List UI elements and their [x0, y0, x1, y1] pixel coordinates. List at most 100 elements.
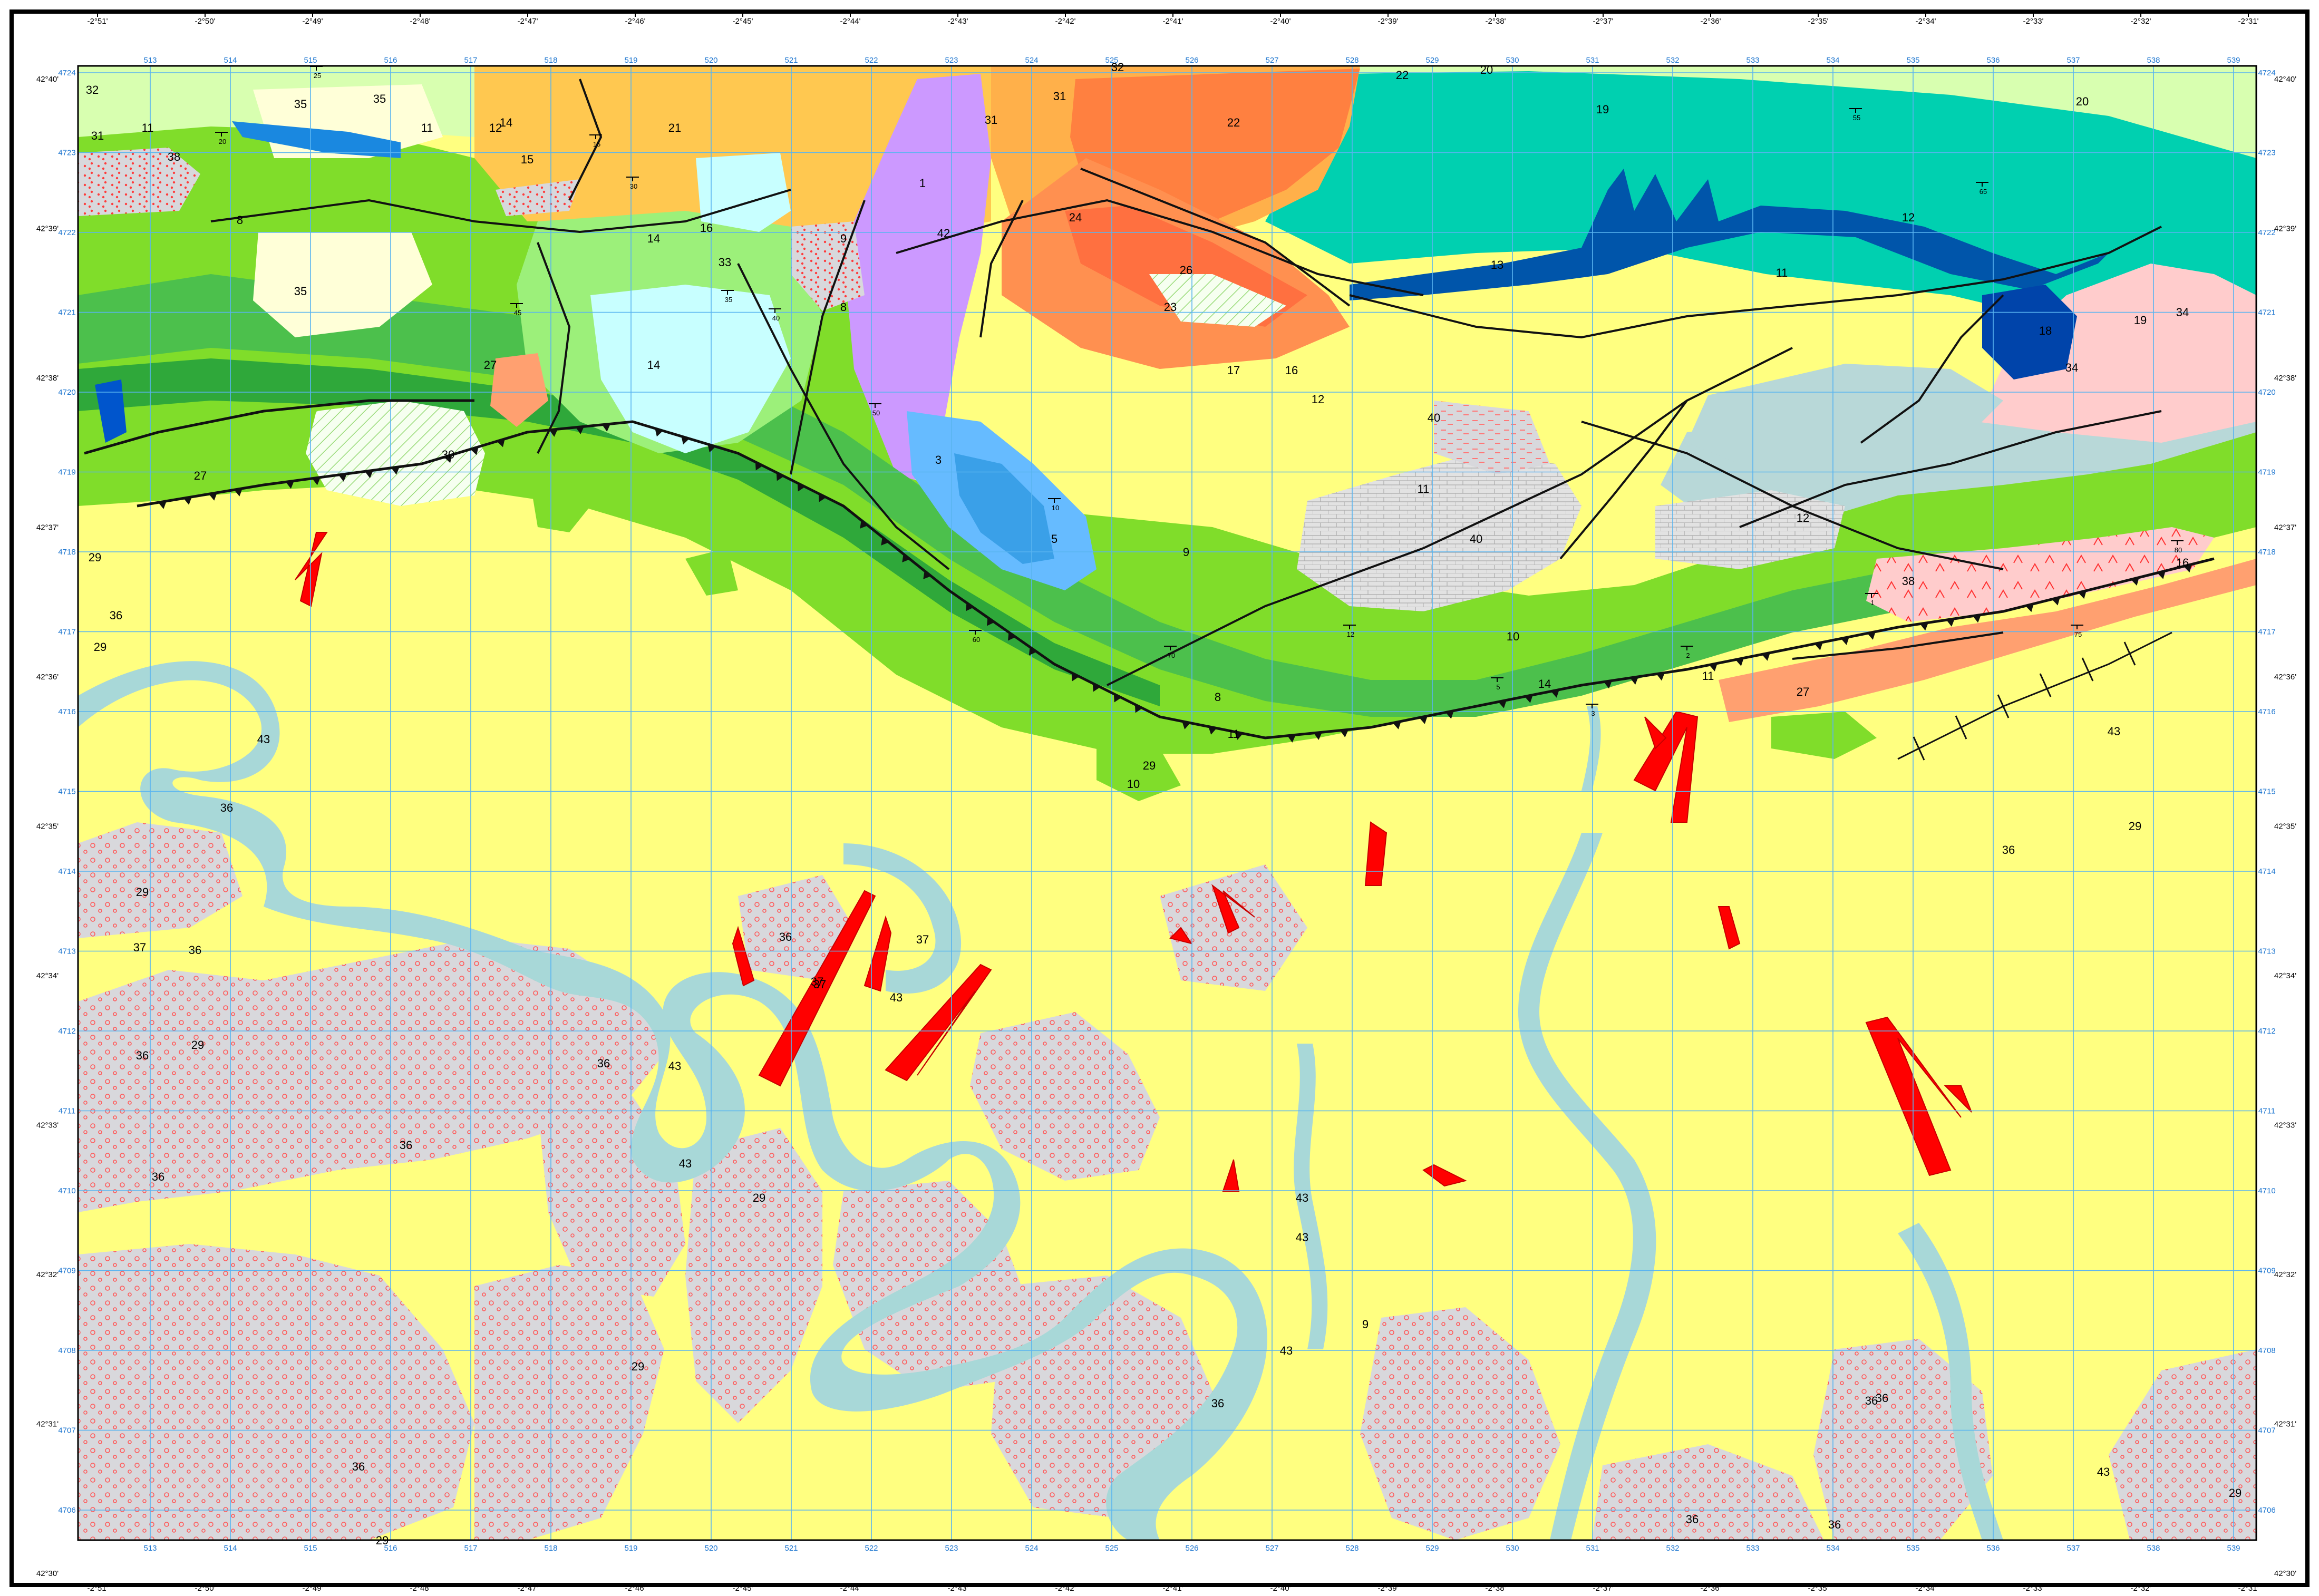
utm-northing-label-right: 4721 — [2258, 308, 2275, 317]
utm-northing-label-left: 4707 — [58, 1426, 75, 1435]
unit-label: 31 — [985, 113, 997, 126]
unit-label: 29 — [89, 551, 101, 564]
utm-easting-label-bottom: 516 — [384, 1544, 397, 1553]
utm-northing-label-left: 4716 — [58, 707, 75, 716]
strike-dip-symbol — [1164, 646, 1177, 650]
unit-label: 36 — [1828, 1518, 1841, 1531]
latitude-tick-right: 42°36' — [2274, 673, 2296, 682]
latitude-tick-left: 42°38' — [36, 374, 59, 383]
unit-label: 29 — [1143, 759, 1156, 772]
latitude-tick-right: 42°30' — [2274, 1569, 2296, 1578]
utm-northing-label-left: 4710 — [58, 1186, 75, 1195]
strike-dip-symbol — [1865, 593, 1878, 598]
strike-dip-symbol — [969, 630, 982, 635]
unit-10-bricks-3 — [1655, 490, 1845, 569]
unit-label: 36 — [220, 801, 233, 814]
unit-label: 43 — [668, 1059, 681, 1073]
unit-label: 36 — [2002, 843, 2015, 857]
unit-label: 18 — [2039, 324, 2052, 337]
unit-label: 8 — [1215, 690, 1221, 704]
unit-label: 12 — [1797, 511, 1809, 524]
unit-label: 9 — [840, 232, 847, 245]
unit-label: 27 — [1797, 685, 1809, 698]
unit-label: 10 — [1127, 777, 1140, 791]
unit-label: 16 — [700, 221, 713, 235]
utm-northing-label-right: 4716 — [2258, 707, 2275, 716]
utm-easting-label-bottom: 518 — [544, 1544, 557, 1553]
longitude-ticks-top: -2°51' -2°50' -2°49' -2°48' -2°47' -2°46' -2°4… — [88, 12, 2259, 65]
thrust-tooth — [1815, 642, 1823, 650]
longitude-tick-bottom: -2°33' — [2023, 1584, 2044, 1593]
utm-easting-label-top: 528 — [1345, 56, 1359, 65]
utm-grid — [78, 66, 2256, 1540]
unit-14-cyan-2 — [696, 153, 791, 232]
unit-27-salmon-right — [1719, 559, 2256, 722]
utm-northing-label-left: 4722 — [58, 228, 75, 237]
latitude-tick-right: 42°32' — [2274, 1270, 2296, 1279]
longitude-tick-top: -2°33' — [2023, 17, 2044, 26]
thrust-tooth — [965, 602, 974, 611]
terrace-36-m — [2109, 1349, 2256, 1540]
utm-easting-label-bottom: 531 — [1586, 1544, 1599, 1553]
utm-northing-label-left: 4723 — [58, 149, 75, 158]
utm-northing-label-left: 4708 — [58, 1346, 75, 1355]
utm-northing-label-right: 4706 — [2258, 1506, 2275, 1515]
thrust-tooth — [1314, 732, 1322, 740]
utm-northing-label-left: 4714 — [58, 867, 75, 876]
longitude-tick-top: -2°43' — [948, 17, 968, 26]
thrust-tooth — [286, 481, 294, 489]
fan-a — [295, 532, 328, 607]
dip-value: 70 — [1168, 651, 1175, 659]
thrust-tooth — [497, 439, 505, 447]
unit-caret-pink — [1866, 527, 2214, 622]
longitude-tick-top: -2°46' — [625, 17, 646, 26]
utm-northing-label-left: 4718 — [58, 548, 75, 557]
utm-easting-label-bottom: 536 — [1986, 1544, 2000, 1553]
longitude-tick-bottom: -2°48' — [410, 1584, 431, 1593]
fault-right-2 — [1739, 410, 2162, 528]
unit-27-salmon-left — [490, 353, 548, 427]
unit-label: 37 — [813, 978, 826, 991]
latitude-tick-left: 42°39' — [36, 225, 59, 233]
dip-value: 1 — [1870, 599, 1874, 607]
alluvial-fans-37 — [295, 532, 1972, 1192]
thrust-tooth — [1182, 721, 1190, 729]
terrace-36-h — [970, 1012, 1160, 1181]
longitude-tick-bottom: -2°41' — [1163, 1584, 1183, 1593]
unit-label: 9 — [1362, 1318, 1369, 1331]
utm-easting-label-top: 532 — [1666, 56, 1679, 65]
utm-northing-label-right: 4713 — [2258, 947, 2275, 956]
unit-label: 11 — [1776, 266, 1788, 279]
latitude-tick-right: 42°37' — [2274, 523, 2296, 532]
unit-label: 36 — [1686, 1513, 1699, 1526]
fan-h — [1211, 884, 1255, 934]
thrust-tooth — [1071, 673, 1080, 682]
unit-label: 36 — [1865, 1394, 1878, 1407]
utm-easting-label-bottom: 523 — [945, 1544, 958, 1553]
fault-central-1 — [896, 199, 1424, 296]
unit-label: 14 — [647, 232, 660, 245]
utm-easting-label-top: 525 — [1105, 56, 1118, 65]
unit-label: 22 — [1396, 69, 1409, 82]
fault-1x — [568, 79, 603, 201]
unit-label: 38 — [1902, 575, 1915, 588]
utm-easting-label-top: 535 — [1906, 56, 1919, 65]
structural-lines — [84, 79, 2215, 760]
utm-easting-label-bottom: 527 — [1265, 1544, 1278, 1553]
dip-value: 75 — [2074, 630, 2082, 638]
thrust-tooth — [986, 617, 995, 626]
utm-easting-label-bottom: 525 — [1105, 1544, 1118, 1553]
thrust-tooth — [1946, 618, 1955, 627]
latitude-tick-left: 42°35' — [36, 822, 59, 831]
unit-9-green-stripe — [78, 274, 1898, 717]
unit-label: 11 — [1418, 482, 1430, 495]
utm-easting-label-top: 518 — [544, 56, 557, 65]
latitude-tick-left: 42°31' — [36, 1420, 59, 1429]
longitude-tick-bottom: -2°45' — [733, 1584, 753, 1593]
unit-label: 36 — [110, 609, 122, 622]
unit-14-cyan — [590, 285, 791, 453]
utm-northing-label-right: 4719 — [2258, 468, 2275, 477]
utm-northing-label-right: 4712 — [2258, 1027, 2275, 1036]
